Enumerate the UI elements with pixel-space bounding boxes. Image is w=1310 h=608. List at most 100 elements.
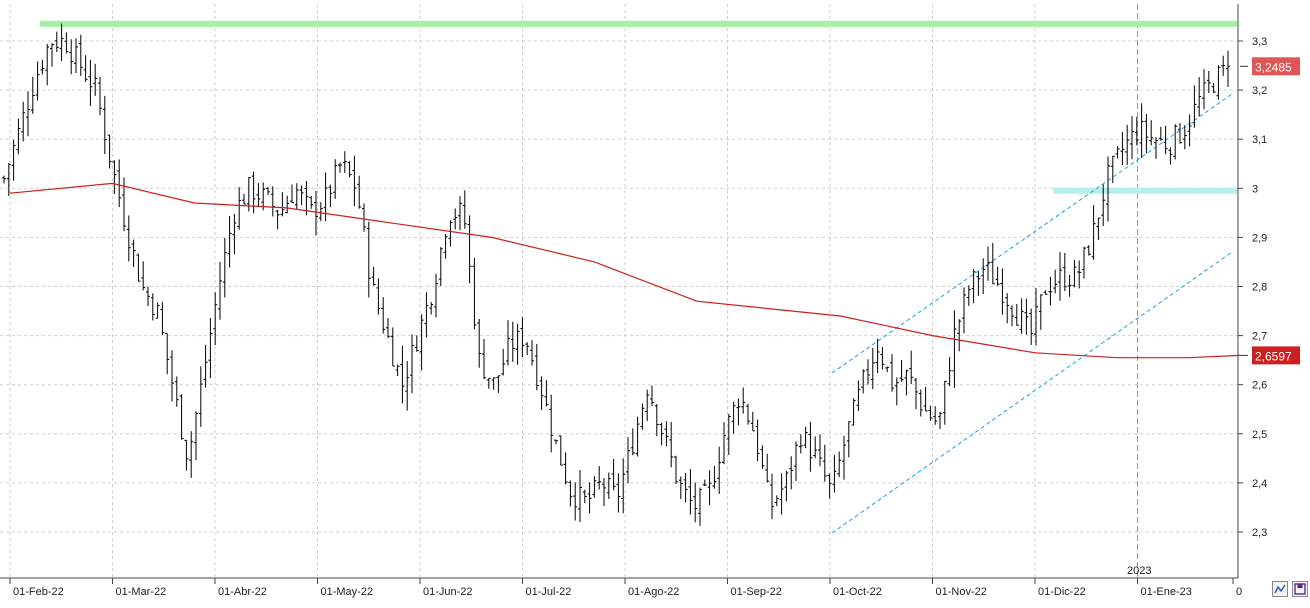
price-bar bbox=[938, 411, 942, 430]
price-bar bbox=[770, 473, 774, 520]
price-bar bbox=[150, 293, 155, 321]
price-bar bbox=[414, 335, 419, 352]
price-bar bbox=[957, 319, 962, 352]
y-tick-label: 2,4 bbox=[1252, 478, 1267, 490]
price-bar bbox=[918, 389, 923, 417]
price-bar bbox=[347, 161, 352, 178]
price-bar bbox=[390, 327, 395, 367]
price-bar bbox=[227, 216, 232, 268]
price-bar bbox=[626, 437, 630, 484]
price-bar bbox=[338, 162, 342, 173]
x-tick-label: 01-Feb-22 bbox=[13, 586, 64, 598]
x-tick-label: 01-Mar-22 bbox=[116, 586, 167, 598]
price-bar bbox=[266, 186, 270, 195]
price-bar bbox=[650, 385, 654, 407]
price-bar bbox=[746, 403, 750, 425]
price-bar bbox=[755, 419, 760, 462]
price-bar bbox=[410, 334, 414, 394]
price-bar bbox=[621, 458, 626, 514]
price-bar bbox=[544, 380, 549, 407]
price-bar bbox=[443, 233, 448, 259]
price-bar bbox=[1158, 126, 1163, 141]
price-bar bbox=[309, 195, 314, 209]
price-bar bbox=[6, 162, 11, 196]
price-bar bbox=[88, 59, 93, 106]
price-bar bbox=[846, 421, 851, 458]
price-bar bbox=[59, 23, 64, 62]
price-bar bbox=[141, 261, 146, 291]
price-bar bbox=[779, 473, 784, 515]
price-bar bbox=[78, 34, 83, 76]
price-bar bbox=[381, 297, 386, 334]
zigzag-icon[interactable] bbox=[1272, 581, 1288, 597]
price-bar bbox=[1226, 50, 1230, 87]
price-bar bbox=[765, 453, 770, 483]
price-bar bbox=[482, 339, 486, 380]
labels: 3,2485 2,6597 bbox=[1240, 57, 1300, 365]
price-bar bbox=[1130, 116, 1134, 160]
price-bar bbox=[698, 487, 702, 526]
price-bar bbox=[477, 319, 482, 368]
price-bar bbox=[1096, 217, 1101, 240]
price-bar bbox=[1187, 114, 1192, 147]
price-bar bbox=[1038, 294, 1043, 330]
price-bar bbox=[726, 413, 731, 455]
y-tick-label: 3,1 bbox=[1252, 134, 1267, 146]
price-bar bbox=[1149, 120, 1154, 146]
price-bar bbox=[1178, 123, 1182, 144]
price-bar bbox=[11, 139, 16, 181]
price-bar bbox=[947, 357, 952, 387]
price-bar bbox=[741, 387, 746, 414]
price-bar bbox=[794, 441, 798, 481]
disk-icon[interactable] bbox=[1292, 581, 1308, 597]
price-bar bbox=[674, 455, 678, 485]
price-bar bbox=[981, 258, 986, 295]
price-bar bbox=[952, 310, 957, 389]
price-bar bbox=[990, 242, 995, 285]
price-bar bbox=[194, 411, 198, 461]
price-bar bbox=[870, 347, 875, 390]
price-bar bbox=[592, 476, 597, 498]
price-bar bbox=[112, 160, 117, 195]
price-bar bbox=[1062, 253, 1067, 292]
price-bar bbox=[1000, 268, 1005, 315]
price-bar bbox=[750, 411, 755, 432]
price-bar bbox=[611, 459, 616, 491]
price-bar bbox=[371, 266, 376, 286]
price-bar bbox=[1163, 125, 1168, 155]
price-bar bbox=[405, 361, 410, 411]
price-bar bbox=[438, 247, 443, 287]
price-bar bbox=[83, 55, 88, 82]
price-bar bbox=[165, 333, 170, 375]
price-bar bbox=[21, 101, 26, 142]
price-bar bbox=[962, 287, 966, 334]
price-bar bbox=[923, 387, 928, 412]
price-bar bbox=[261, 182, 266, 211]
price-bar bbox=[861, 369, 866, 394]
price-bar bbox=[429, 302, 434, 315]
price-bar bbox=[285, 195, 290, 214]
price-bar bbox=[54, 31, 59, 53]
price-bar bbox=[885, 366, 890, 373]
price-bar bbox=[237, 187, 242, 230]
price-bar bbox=[155, 302, 160, 319]
price-bar bbox=[424, 292, 429, 338]
price-bar bbox=[107, 134, 112, 169]
support-band bbox=[1053, 187, 1237, 194]
axes: 2,3 2,4 2,5 2,6 2,7 2,8 2,9 3 3,1 3,2 3,3 01-Feb-22… bbox=[0, 4, 1267, 598]
price-bar bbox=[942, 380, 947, 425]
price-bar bbox=[789, 456, 794, 490]
price-bar bbox=[453, 208, 458, 230]
price-bar bbox=[654, 404, 659, 437]
price-bar bbox=[659, 422, 664, 446]
price-bar bbox=[1086, 245, 1091, 256]
price-bar bbox=[352, 155, 357, 207]
channel-upper bbox=[831, 93, 1233, 374]
price-bar bbox=[1043, 290, 1048, 295]
year-marker: 2023 bbox=[1127, 565, 1151, 577]
price-bar bbox=[1024, 298, 1029, 335]
x-tick-label: 01-Nov-22 bbox=[936, 586, 987, 598]
price-bar bbox=[102, 95, 107, 155]
price-bar bbox=[1034, 288, 1038, 346]
price-bar bbox=[712, 465, 717, 489]
